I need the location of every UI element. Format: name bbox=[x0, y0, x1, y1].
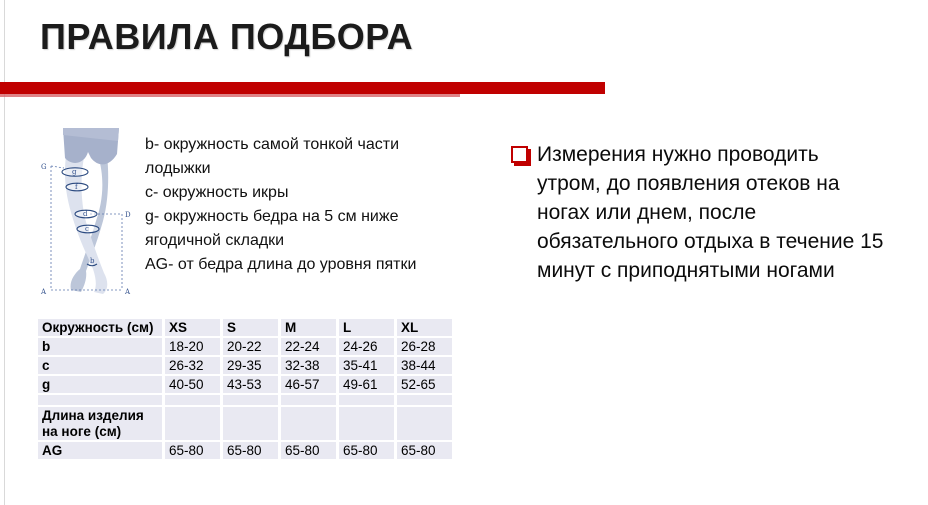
measurement-note: Измерения нужно проводить утром, до появл… bbox=[510, 140, 928, 285]
row-label bbox=[38, 395, 162, 406]
table-cell: 65-80 bbox=[339, 441, 394, 459]
table-row: g 40-50 43-53 46-57 49-61 52-65 bbox=[38, 376, 452, 394]
table-row: b 18-20 20-22 22-24 24-26 26-28 bbox=[38, 338, 452, 356]
table-cell bbox=[397, 407, 452, 440]
table-cell: 24-26 bbox=[339, 338, 394, 356]
table-cell bbox=[281, 407, 336, 440]
legend-item: g- окружность бедра на 5 см ниже ягодичн… bbox=[145, 208, 399, 249]
table-cell bbox=[165, 407, 220, 440]
accent-bar-secondary bbox=[0, 94, 460, 97]
col-header-label: Окружность (см) bbox=[38, 319, 162, 337]
col-header-size: L bbox=[339, 319, 394, 337]
table-cell: 43-53 bbox=[223, 376, 278, 394]
row-label: AG bbox=[38, 441, 162, 459]
band-label-b: b bbox=[90, 257, 95, 265]
table-cell: 49-61 bbox=[339, 376, 394, 394]
row-label: Длина изделия на ноге (см) bbox=[38, 407, 162, 440]
size-table: Окружность (см) XS S M L XL b 18-20 20-22 22-24 24… bbox=[35, 317, 455, 461]
label-G: G bbox=[41, 163, 47, 171]
band-label-g: g bbox=[72, 168, 77, 176]
row-label: b bbox=[38, 338, 162, 356]
table-header-row: Окружность (см) XS S M L XL bbox=[38, 319, 452, 337]
label-A-right: A bbox=[124, 288, 131, 296]
col-header-size: S bbox=[223, 319, 278, 337]
legend-item: AG- от бедра длина до уровня пятки bbox=[145, 256, 417, 273]
table-cell: 35-41 bbox=[339, 357, 394, 375]
table-cell: 38-44 bbox=[397, 357, 452, 375]
table-cell: 65-80 bbox=[281, 441, 336, 459]
note-line: утром, до появления отеков на bbox=[537, 172, 840, 195]
band-label-d: d bbox=[83, 210, 88, 218]
diagram-labels: G D A A g f d c b bbox=[40, 163, 131, 296]
table-cell: 52-65 bbox=[397, 376, 452, 394]
table-row bbox=[38, 395, 452, 406]
band-label-f: f bbox=[75, 183, 79, 191]
table-row: Длина изделия на ноге (см) bbox=[38, 407, 452, 440]
row-label: c bbox=[38, 357, 162, 375]
left-margin-line bbox=[4, 0, 5, 505]
measurement-legend: b- окружность самой тонкой части лодыжки… bbox=[145, 133, 447, 277]
label-A-left: A bbox=[40, 288, 47, 296]
label-D: D bbox=[125, 211, 131, 219]
table-row: c 26-32 29-35 32-38 35-41 38-44 bbox=[38, 357, 452, 375]
legend-item: b- окружность самой тонкой части лодыжки bbox=[145, 136, 400, 177]
band-label-c: c bbox=[85, 225, 89, 233]
table-cell: 22-24 bbox=[281, 338, 336, 356]
note-text: Измерения нужно проводить утром, до появл… bbox=[537, 140, 928, 285]
table-cell: 40-50 bbox=[165, 376, 220, 394]
note-line: обязательного отдыха в течение 15 bbox=[537, 230, 884, 253]
page-title: ПРАВИЛА ПОДБОРА bbox=[40, 16, 414, 57]
table-row: AG 65-80 65-80 65-80 65-80 65-80 bbox=[38, 441, 452, 459]
table-cell bbox=[223, 407, 278, 440]
waist-shade bbox=[63, 128, 119, 141]
table-cell: 65-80 bbox=[165, 441, 220, 459]
legs-diagram-image: G D A A g f d c b bbox=[40, 128, 131, 296]
table-cell: 20-22 bbox=[223, 338, 278, 356]
note-line: минут с приподнятыми ногами bbox=[537, 259, 835, 282]
table-cell: 32-38 bbox=[281, 357, 336, 375]
table-cell bbox=[281, 395, 336, 406]
table-cell: 65-80 bbox=[223, 441, 278, 459]
note-line: ногах или днем, после bbox=[537, 201, 757, 224]
table-cell: 65-80 bbox=[397, 441, 452, 459]
measure-bands bbox=[61, 167, 100, 267]
col-header-size: M bbox=[281, 319, 336, 337]
table-cell bbox=[339, 407, 394, 440]
col-header-size: XS bbox=[165, 319, 220, 337]
table-cell bbox=[165, 395, 220, 406]
accent-bar bbox=[0, 82, 605, 94]
col-header-size: XL bbox=[397, 319, 452, 337]
table-cell: 26-28 bbox=[397, 338, 452, 356]
measure-guides bbox=[50, 165, 123, 291]
legend-item: c- окружность икры bbox=[145, 184, 289, 201]
table-cell bbox=[339, 395, 394, 406]
table-cell bbox=[223, 395, 278, 406]
table-cell: 46-57 bbox=[281, 376, 336, 394]
row-label: g bbox=[38, 376, 162, 394]
table-cell: 29-35 bbox=[223, 357, 278, 375]
leg-measurement-diagram: G D A A g f d c b bbox=[40, 127, 132, 299]
table-cell: 26-32 bbox=[165, 357, 220, 375]
checkbox-bullet-icon bbox=[511, 146, 528, 163]
note-line: Измерения нужно проводить bbox=[537, 143, 819, 166]
table-cell: 18-20 bbox=[165, 338, 220, 356]
back-leg-shape bbox=[70, 155, 109, 292]
table-cell bbox=[397, 395, 452, 406]
front-leg-shape bbox=[64, 155, 108, 294]
